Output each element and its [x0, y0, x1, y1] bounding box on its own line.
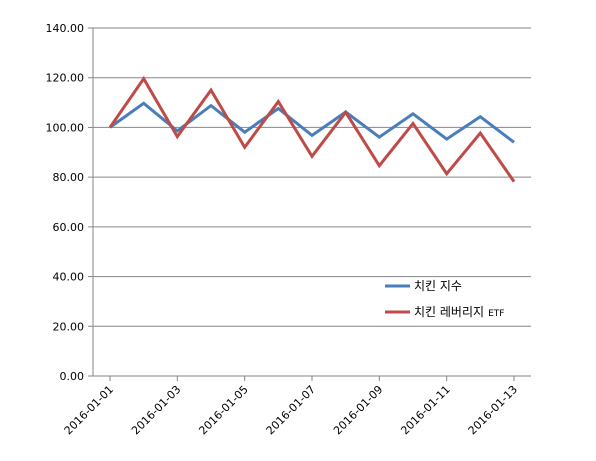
x-tick-label: 2016-01-03 [129, 383, 183, 437]
x-tick-label: 2016-01-05 [196, 383, 250, 437]
y-tick-label: 60.00 [53, 221, 85, 234]
legend-label-chicken-leverage-etf: 치킨 레버리지 ETF [414, 305, 504, 319]
y-tick-label: 140.00 [46, 22, 85, 35]
legend-label-chicken-index: 치킨 지수 [414, 279, 462, 293]
y-tick-label: 120.00 [46, 72, 85, 85]
series-line-chicken-leverage-etf [108, 75, 516, 183]
y-axis-tick-labels: 0.00 20.00 40.00 60.00 80.00 100.00 120.00 140.… [46, 22, 85, 383]
gridlines [93, 27, 531, 327]
x-tick-label: 2016-01-01 [62, 383, 116, 437]
x-tick-label: 2016-01-07 [264, 383, 318, 437]
x-axis-tick-labels: 2016-01-01 2016-01-03 2016-01-05 2016-01-07… [62, 383, 520, 437]
x-tick-label: 2016-01-09 [331, 383, 385, 437]
y-tick-label: 100.00 [46, 121, 85, 134]
legend-label-etf-suffix: ETF [488, 309, 504, 319]
legend: 치킨 지수 치킨 레버리지 ETF [385, 279, 504, 319]
y-tick-label: 0.00 [60, 370, 85, 383]
axes [88, 27, 531, 381]
legend-label-chicken-leverage: 치킨 레버리지 [414, 305, 484, 319]
y-tick-label: 20.00 [53, 320, 85, 333]
series-lines [108, 75, 516, 183]
x-tick-label: 2016-01-13 [466, 383, 520, 437]
series-line-chicken-index [109, 101, 515, 144]
y-tick-label: 40.00 [53, 271, 85, 284]
x-tick-label: 2016-01-11 [398, 383, 452, 437]
y-tick-label: 80.00 [53, 171, 85, 184]
